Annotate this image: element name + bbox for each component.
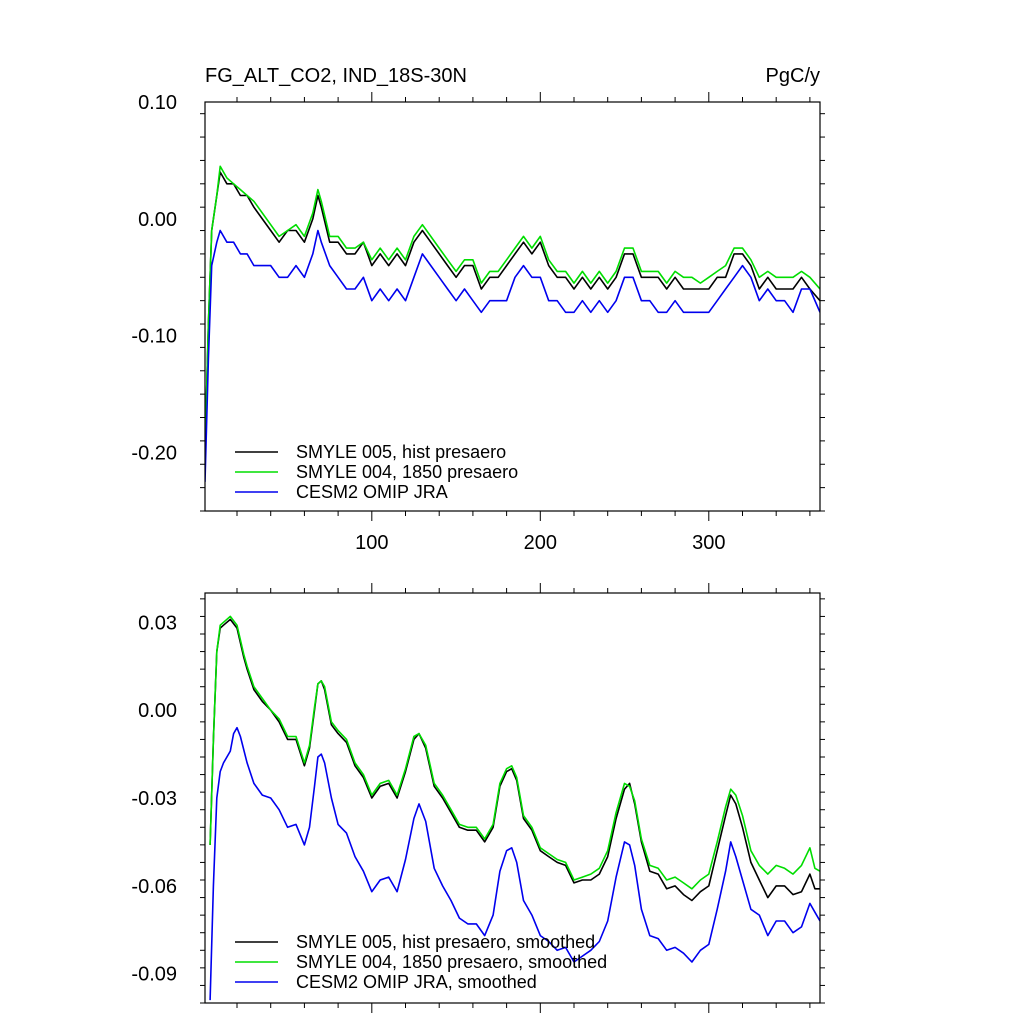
y-tick-label: -0.20 — [131, 443, 177, 465]
legend: SMYLE 005, hist presaero, smoothedSMYLE … — [235, 932, 607, 992]
series-lines — [205, 165, 820, 482]
legend-label: SMYLE 005, hist presaero — [296, 442, 506, 462]
series-lines — [209, 615, 820, 1001]
series-line-3 — [209, 726, 820, 1001]
plot-units-right: PgC/y — [766, 65, 820, 87]
plot-title-left: FG_ALT_CO2, IND_18S-30N — [205, 65, 467, 87]
y-tick-label: -0.10 — [131, 326, 177, 348]
legend-label: SMYLE 004, 1850 presaero, smoothed — [296, 952, 607, 972]
series-line-3 — [205, 229, 820, 482]
legend-label: SMYLE 005, hist presaero, smoothed — [296, 932, 595, 952]
top-panel: 100 200 300 0.10 0.00 -0.10 -0.20 SMYLE 005, hi… — [131, 92, 825, 554]
legend-label: CESM2 OMIP JRA, smoothed — [296, 972, 537, 992]
series-line-2 — [205, 165, 820, 453]
x-tick-label: 100 — [355, 532, 388, 554]
bottom-panel: 0.03 0.00 -0.03 -0.06 -0.09 SMYLE 005, hist p… — [131, 583, 825, 1013]
series-line-1 — [205, 171, 820, 453]
plot-frame — [204, 101, 821, 512]
x-tick-label: 200 — [524, 532, 557, 554]
y-tick-label: -0.06 — [131, 876, 177, 898]
y-tick-label: 0.00 — [138, 209, 177, 231]
legend-label: SMYLE 004, 1850 presaero — [296, 462, 518, 482]
y-tick-label: -0.09 — [131, 964, 177, 986]
plot-frame — [204, 592, 821, 1004]
y-tick-label: 0.03 — [138, 612, 177, 634]
x-tick-label: 300 — [692, 532, 725, 554]
legend-label: CESM2 OMIP JRA — [296, 482, 448, 502]
y-tick-label: -0.03 — [131, 788, 177, 810]
y-tick-label: 0.00 — [138, 700, 177, 722]
y-tick-label: 0.10 — [138, 92, 177, 114]
series-line-2 — [209, 615, 820, 890]
